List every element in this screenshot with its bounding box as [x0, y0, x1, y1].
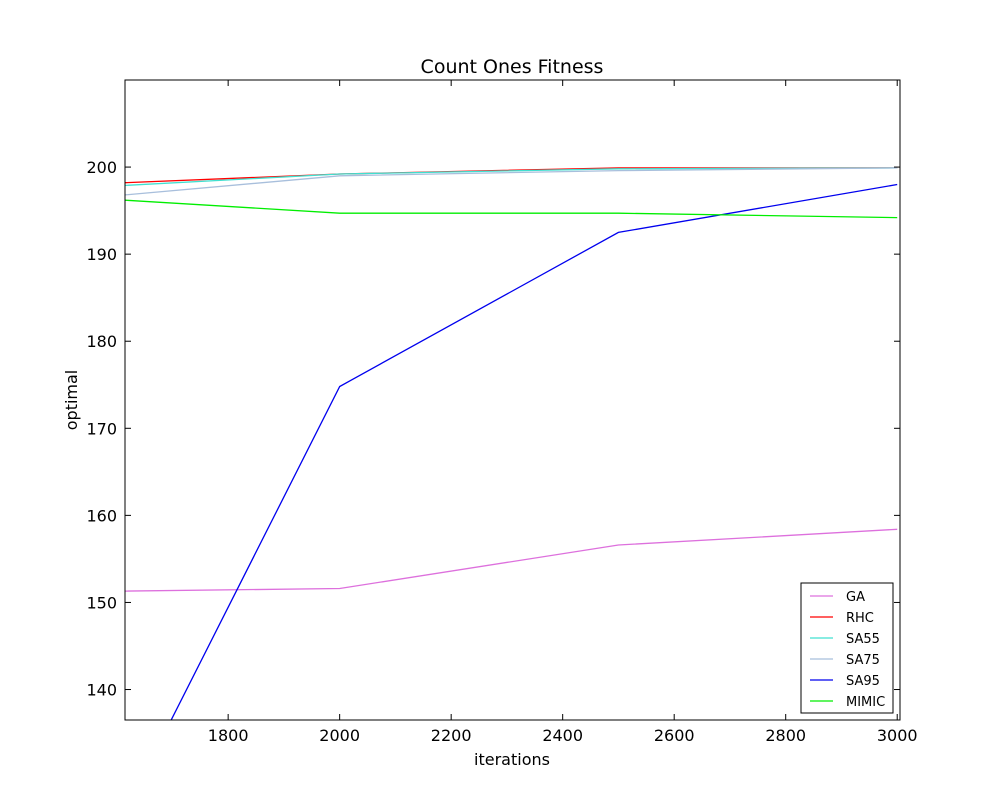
series-layer	[125, 167, 898, 720]
y-tick-label: 140	[86, 681, 117, 700]
legend-box	[800, 582, 894, 714]
legend: GA RHC SA55 SA75 SA95 MIMIC	[800, 582, 894, 714]
y-tick-label: 170	[86, 419, 117, 438]
legend-label-sa95: SA95	[846, 674, 880, 689]
legend-label-mimic: MIMIC	[846, 695, 885, 710]
x-tick-label: 2400	[542, 726, 583, 745]
y-tick-label: 190	[86, 245, 117, 264]
y-tick-label: 160	[86, 506, 117, 525]
x-axis: 1800 2000 2200 2400 2600 2800 3000	[208, 80, 918, 745]
plot-area-frame	[124, 79, 901, 721]
x-tick-label: 2600	[654, 726, 695, 745]
series-line-ga	[125, 528, 898, 592]
x-tick-label: 1800	[208, 726, 249, 745]
y-tick-label: 180	[86, 332, 117, 351]
series-line-sa75	[125, 167, 898, 196]
legend-label-sa55: SA55	[846, 632, 880, 647]
x-tick-label: 3000	[877, 726, 918, 745]
y-tick-label: 150	[86, 593, 117, 612]
series-line-sa95	[170, 183, 898, 720]
legend-label-sa75: SA75	[846, 653, 880, 668]
legend-label-ga: GA	[846, 590, 865, 605]
x-axis-title: iterations	[474, 750, 550, 769]
legend-label-rhc: RHC	[846, 611, 874, 626]
x-tick-label: 2200	[431, 726, 472, 745]
y-axis-title: optimal	[62, 370, 81, 431]
series-line-rhc	[125, 167, 898, 184]
y-axis: 140 150 160 170 180 190 200	[86, 158, 900, 700]
y-tick-label: 200	[86, 158, 117, 177]
series-line-sa55	[125, 167, 898, 187]
x-tick-label: 2800	[765, 726, 806, 745]
chart-title: Count Ones Fitness	[421, 56, 604, 78]
series-line-mimic	[125, 199, 898, 219]
x-tick-label: 2000	[319, 726, 360, 745]
